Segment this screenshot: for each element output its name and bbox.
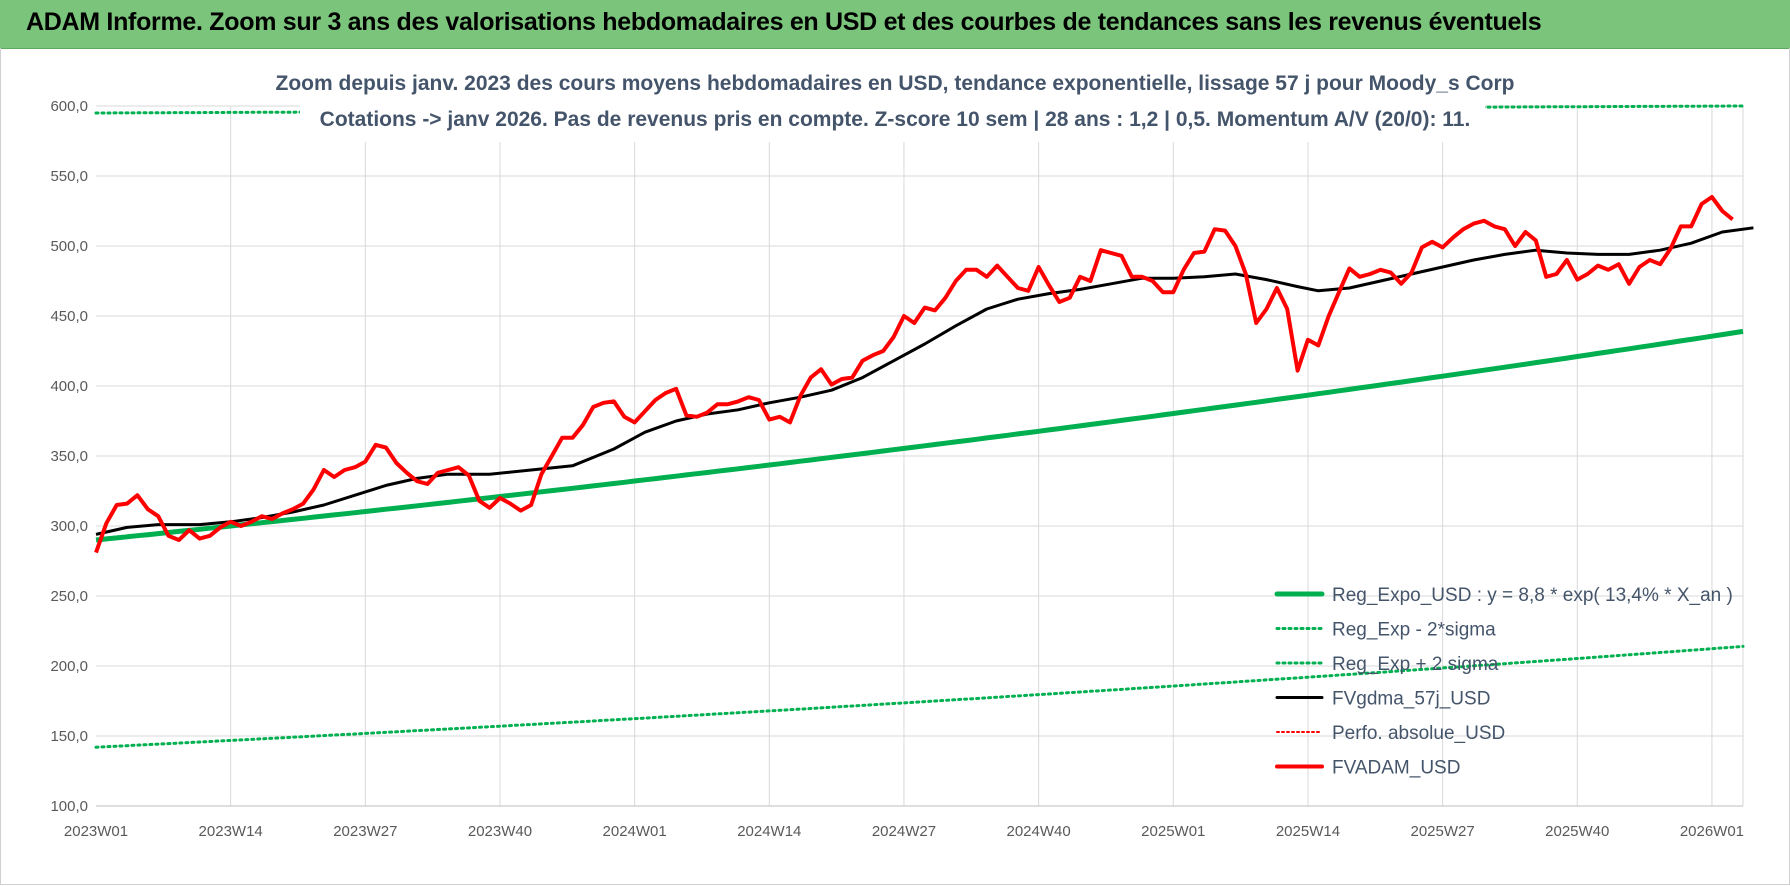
y-tick-label: 200,0 (50, 658, 88, 675)
x-tick-label: 2023W14 (199, 823, 263, 840)
series-reg-expo-usd (95, 328, 1744, 543)
y-tick-label: 600,0 (50, 98, 88, 115)
x-tick-label: 2025W27 (1410, 823, 1474, 840)
legend-label: FVgdma_57j_USD (1332, 689, 1490, 710)
x-tick-label: 2024W40 (1007, 823, 1071, 840)
title-background (300, 66, 1485, 142)
series-reg-exp-minus-2sigma (94, 644, 1745, 749)
x-tick-label: 2023W40 (468, 823, 532, 840)
legend-label: Reg_Expo_USD : y = 8,8 * exp( 13,4% * X_… (1332, 585, 1733, 606)
y-tick-label: 250,0 (50, 588, 88, 605)
x-tick-label: 2024W14 (737, 823, 801, 840)
legend-label: Reg_Exp - 2*sigma (1332, 620, 1496, 641)
legend-label: Reg_Exp + 2 sigma (1332, 654, 1499, 675)
series-fvadam-usd (94, 195, 1734, 554)
y-tick-label: 550,0 (50, 168, 88, 185)
y-tick-label: 500,0 (50, 238, 88, 255)
x-tick-label: 2026W01 (1680, 823, 1744, 840)
y-tick-label: 350,0 (50, 448, 88, 465)
title-banner: ADAM Informe. Zoom sur 3 ans des valoris… (0, 0, 1790, 49)
x-tick-label: 2023W01 (64, 823, 128, 840)
x-tick-label: 2023W27 (333, 823, 397, 840)
y-tick-label: 450,0 (50, 308, 88, 325)
x-tick-label: 2024W01 (603, 823, 667, 840)
legend-label: FVADAM_USD (1332, 758, 1460, 779)
y-tick-label: 100,0 (50, 798, 88, 815)
legend-label: Perfo. absolue_USD (1332, 723, 1505, 744)
chart-title-line1: Zoom depuis janv. 2023 des cours moyens … (275, 72, 1515, 95)
y-tick-label: 400,0 (50, 378, 88, 395)
series-fvgdma-57j-usd (95, 226, 1754, 536)
chart-title-line2: Cotations -> janv 2026. Pas de revenus p… (319, 108, 1471, 131)
y-tick-label: 150,0 (50, 728, 88, 745)
x-tick-label: 2024W27 (872, 823, 936, 840)
x-tick-label: 2025W14 (1276, 823, 1340, 840)
x-tick-label: 2025W01 (1141, 823, 1205, 840)
x-tick-label: 2025W40 (1545, 823, 1609, 840)
banner-title: ADAM Informe. Zoom sur 3 ans des valoris… (26, 8, 1542, 36)
y-tick-label: 300,0 (50, 518, 88, 535)
